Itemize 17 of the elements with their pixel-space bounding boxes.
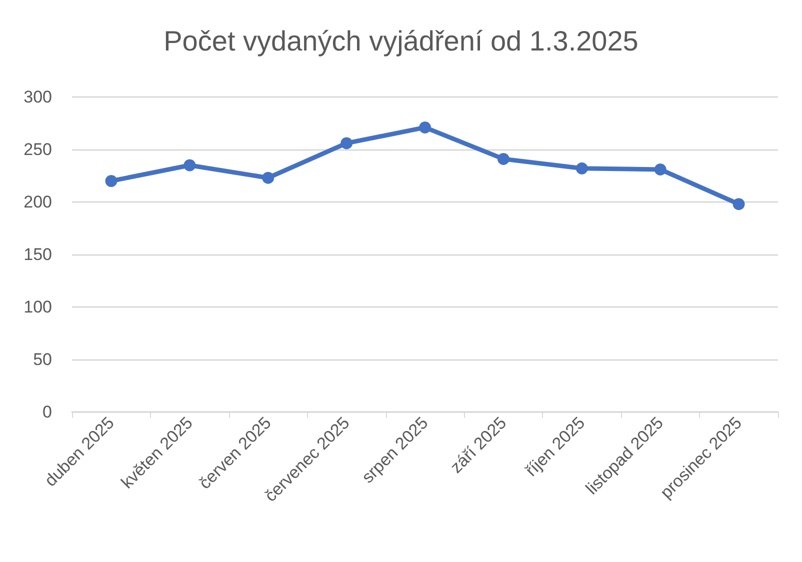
y-tick-label: 50 <box>33 350 52 369</box>
y-tick-label: 150 <box>24 245 52 264</box>
chart-title: Počet vydaných vyjádření od 1.3.2025 <box>164 26 638 56</box>
y-tick-label: 0 <box>42 402 52 422</box>
point <box>654 163 666 176</box>
point <box>419 121 431 134</box>
y-tick-label: 200 <box>24 192 52 212</box>
point <box>184 159 196 172</box>
y-tick-label: 100 <box>24 298 52 316</box>
point <box>105 175 118 187</box>
y-tick-label: 250 <box>24 140 52 159</box>
point <box>340 137 353 150</box>
point <box>732 198 745 210</box>
point <box>576 162 588 174</box>
point <box>497 152 510 165</box>
y-tick-label: 300 <box>24 88 52 106</box>
point <box>262 172 274 184</box>
